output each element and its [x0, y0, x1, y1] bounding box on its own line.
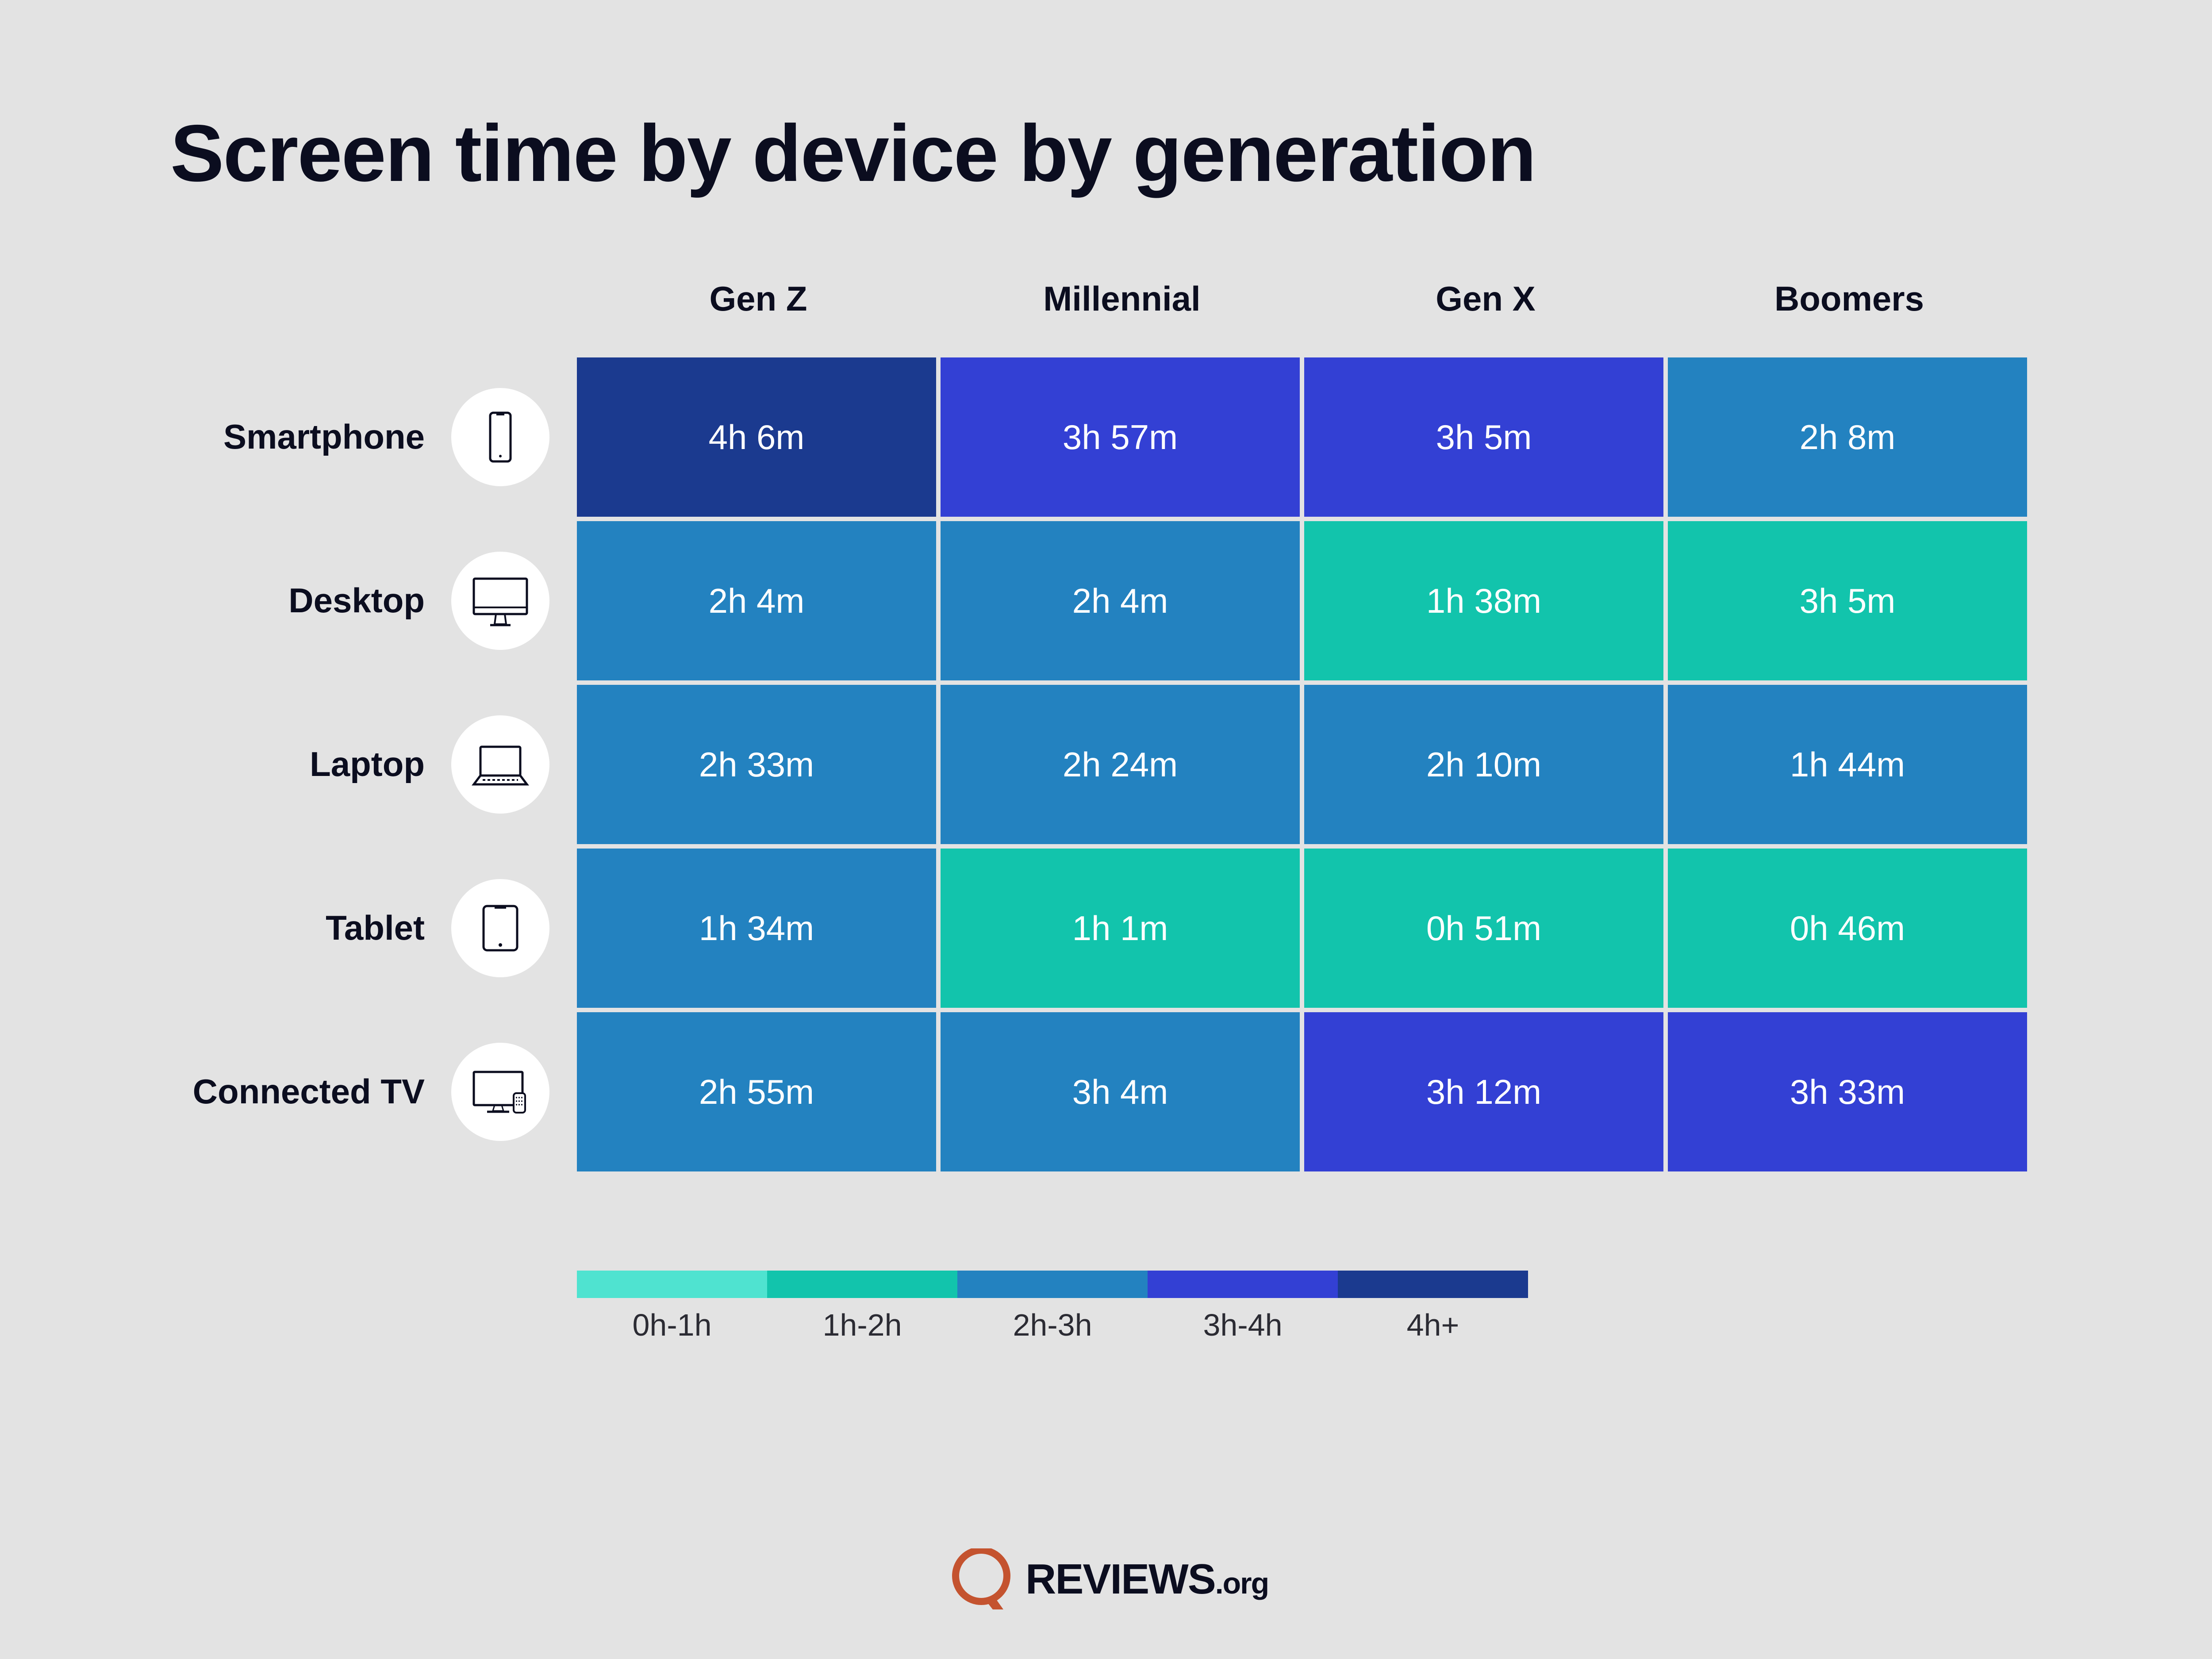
legend-swatch: [957, 1271, 1148, 1298]
cell-value: 4h 6m: [708, 417, 805, 457]
tablet-icon: [482, 905, 518, 952]
legend-label: 4h+: [1406, 1308, 1459, 1342]
device-icon-badge: [451, 388, 549, 486]
heatmap-cell: 3h 5m: [1668, 521, 2027, 680]
cell-value: 2h 8m: [1799, 417, 1896, 457]
heatmap-cell: 2h 4m: [577, 521, 936, 680]
cell-value: 2h 4m: [708, 581, 805, 620]
heatmap-cell: 0h 51m: [1304, 849, 1663, 1008]
smartphone-icon: [489, 411, 512, 463]
row-label: Desktop: [288, 581, 425, 620]
legend-label: 1h-2h: [822, 1308, 902, 1342]
row-label: Tablet: [326, 908, 425, 947]
heatmap-cell: 2h 24m: [941, 685, 1300, 844]
cell-value: 3h 5m: [1436, 417, 1532, 457]
cell-value: 2h 10m: [1426, 745, 1542, 784]
cell-value: 3h 4m: [1072, 1072, 1168, 1111]
heatmap-cell: 2h 4m: [941, 521, 1300, 680]
laptop-icon: [472, 745, 529, 786]
heatmap-cell: 1h 34m: [577, 849, 936, 1008]
cell-value: 2h 4m: [1072, 581, 1168, 620]
cell-value: 1h 44m: [1790, 745, 1905, 784]
legend-swatch: [1148, 1271, 1338, 1298]
chart-title: Screen time by device by generation: [170, 108, 1536, 198]
legend-swatch: [577, 1271, 767, 1298]
row-label: Connected TV: [192, 1072, 425, 1111]
desktop-icon: [472, 577, 528, 626]
heatmap-cell: 3h 57m: [941, 357, 1300, 517]
legend-label: 2h-3h: [1013, 1308, 1092, 1342]
cell-value: 1h 1m: [1072, 908, 1168, 948]
logo-wordmark: REVIEWS.org: [1025, 1555, 1269, 1603]
row-label: Laptop: [310, 745, 425, 783]
heatmap-cell: 2h 8m: [1668, 357, 2027, 517]
heatmap-cell: 4h 6m: [577, 357, 936, 517]
device-icon-badge: [451, 552, 549, 650]
heatmap-cell: 2h 10m: [1304, 685, 1663, 844]
heatmap-cell: 0h 46m: [1668, 849, 2027, 1008]
column-header: Gen Z: [709, 279, 807, 318]
device-icon-badge: [451, 879, 549, 977]
device-icon-badge: [451, 715, 549, 814]
cell-value: 2h 24m: [1062, 745, 1178, 784]
heatmap-cell: 1h 44m: [1668, 685, 2027, 844]
legend-swatch: [767, 1271, 957, 1298]
heatmap-cell: 3h 33m: [1668, 1012, 2027, 1171]
cell-value: 3h 57m: [1062, 417, 1178, 457]
heatmap-cell: 2h 33m: [577, 685, 936, 844]
cell-value: 1h 38m: [1426, 581, 1542, 620]
reviews-org-logo: REVIEWS.org: [950, 1548, 1269, 1610]
row-label: Smartphone: [223, 417, 425, 456]
column-header: Millennial: [1043, 279, 1201, 318]
heatmap-cell: 1h 1m: [941, 849, 1300, 1008]
cell-value: 3h 33m: [1790, 1072, 1905, 1111]
heatmap-cell: 3h 12m: [1304, 1012, 1663, 1171]
cell-value: 3h 12m: [1426, 1072, 1542, 1111]
cell-value: 0h 51m: [1426, 908, 1542, 948]
legend-swatch: [1338, 1271, 1528, 1298]
legend-label: 0h-1h: [632, 1308, 712, 1342]
cell-value: 0h 46m: [1790, 908, 1905, 948]
reviews-q-logo-icon: [952, 1548, 1010, 1609]
cell-value: 2h 55m: [699, 1072, 814, 1111]
heatmap-cell: 2h 55m: [577, 1012, 936, 1171]
connected-tv-icon: [472, 1071, 526, 1114]
column-header: Boomers: [1774, 279, 1924, 318]
heatmap-cell: 3h 5m: [1304, 357, 1663, 517]
cell-value: 1h 34m: [699, 908, 814, 948]
cell-value: 2h 33m: [699, 745, 814, 784]
cell-value: 3h 5m: [1799, 581, 1896, 620]
heatmap-cell: 3h 4m: [941, 1012, 1300, 1171]
device-icon-badge: [451, 1043, 549, 1141]
legend-label: 3h-4h: [1203, 1308, 1283, 1342]
heatmap-cell: 1h 38m: [1304, 521, 1663, 680]
column-header: Gen X: [1436, 279, 1536, 318]
